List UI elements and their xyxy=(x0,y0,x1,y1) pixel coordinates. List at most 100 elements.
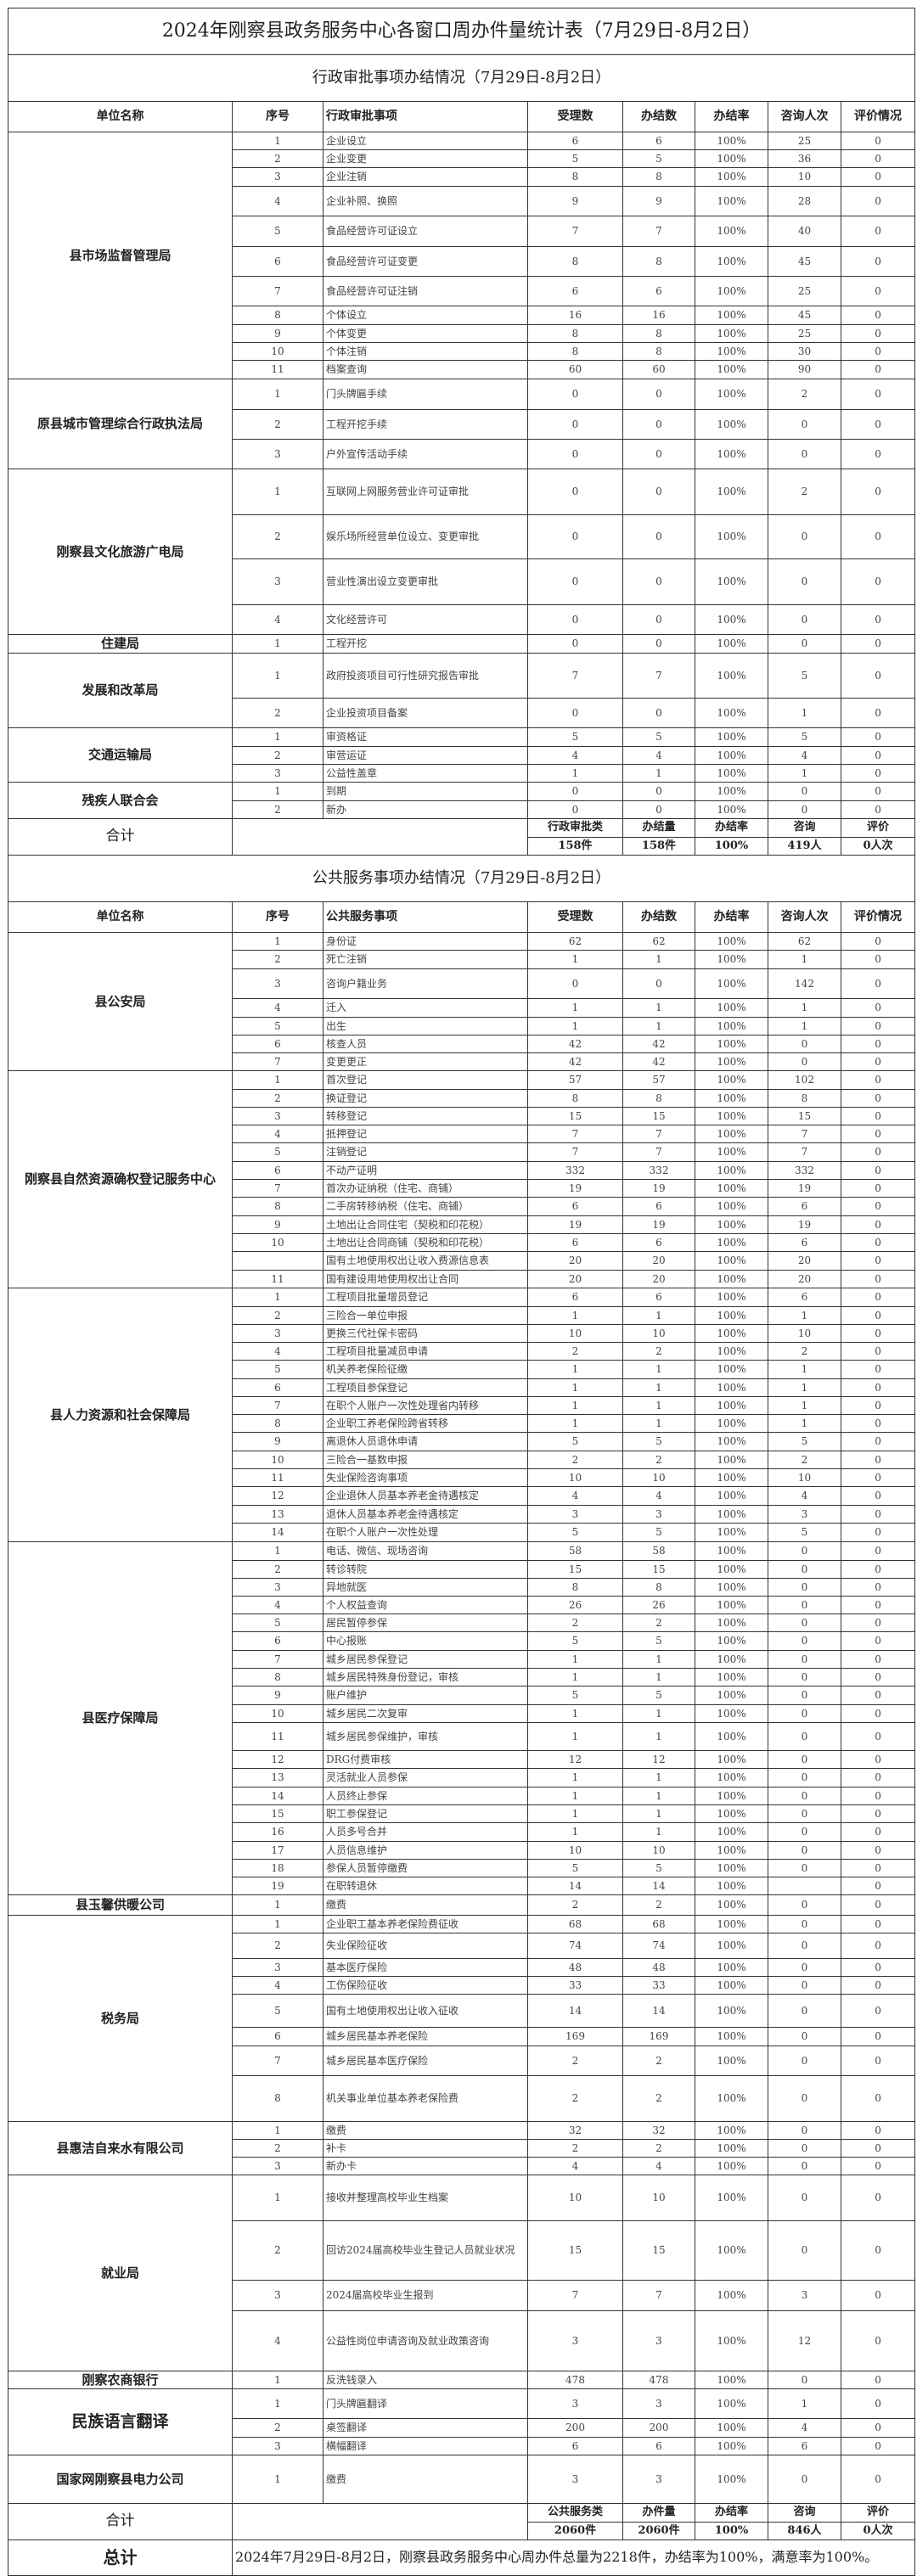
accepted-cell: 1 xyxy=(527,950,623,969)
unit-name: 交通运输局 xyxy=(8,727,233,783)
rate-cell: 100% xyxy=(695,2310,768,2371)
item-cell: 食品经营许可证注销 xyxy=(323,276,528,306)
seq-cell: 3 xyxy=(232,167,323,187)
evaluations-cell: 0 xyxy=(840,2121,916,2140)
seq-cell: 5 xyxy=(232,1994,323,2028)
rate-cell: 100% xyxy=(695,2075,768,2122)
evaluations-cell: 0 xyxy=(840,1342,916,1361)
table-row: 19 在职转退休 14 14 100% 0 xyxy=(8,1877,916,1895)
rate-cell: 100% xyxy=(695,1414,768,1433)
consultations-cell: 0 xyxy=(768,1859,841,1877)
accepted-cell: 7 xyxy=(527,216,623,247)
completed-cell: 68 xyxy=(622,1915,695,1933)
rate-cell: 100% xyxy=(695,167,768,187)
grand-total-label: 总计 xyxy=(8,2540,233,2576)
table-row: 3 企业注销 8 8 100% 10 0 xyxy=(8,167,916,187)
item-cell: DRG付费审核 xyxy=(323,1750,528,1769)
seq-cell: 7 xyxy=(232,2046,323,2076)
total-header: 行政审批类 xyxy=(527,818,623,838)
evaluations-cell: 0 xyxy=(840,167,916,187)
evaluations-cell: 0 xyxy=(840,1233,916,1252)
evaluations-cell: 0 xyxy=(840,968,916,999)
consultations-cell: 0 xyxy=(768,782,841,801)
item-cell: 桌签翻译 xyxy=(323,2418,528,2438)
consultations-cell: 142 xyxy=(768,968,841,999)
consultations-cell: 20 xyxy=(768,1270,841,1288)
item-cell: 基本医疗保险 xyxy=(323,1958,528,1977)
unit-name: 民族语言翻译 xyxy=(8,2388,233,2455)
evaluations-cell: 0 xyxy=(840,1560,916,1579)
consultations-cell: 0 xyxy=(768,2121,841,2140)
item-cell: 首次办证纳税（住宅、商铺） xyxy=(323,1179,528,1198)
seq-cell: 2 xyxy=(232,2220,323,2281)
seq-cell: 1 xyxy=(232,469,323,515)
seq-cell: 1 xyxy=(232,1541,323,1561)
table-row: 7 在职个人账户一次性处理省内转移 1 1 100% 1 0 xyxy=(8,1396,916,1415)
item-cell: 娱乐场所经营单位设立、变更审批 xyxy=(323,514,528,559)
rate-cell: 100% xyxy=(695,1596,768,1614)
consultations-cell: 0 xyxy=(768,1841,841,1860)
seq-cell: 9 xyxy=(232,1686,323,1705)
total-value: 158件 xyxy=(622,837,695,856)
rate-cell: 100% xyxy=(695,1768,768,1787)
evaluations-cell: 0 xyxy=(840,1052,916,1071)
table-row: 2 企业变更 5 5 100% 36 0 xyxy=(8,149,916,168)
consultations-cell: 0 xyxy=(768,2157,841,2175)
rate-cell: 100% xyxy=(695,1017,768,1035)
accepted-cell: 8 xyxy=(527,1578,623,1597)
completed-cell: 5 xyxy=(622,1432,695,1451)
evaluations-cell: 0 xyxy=(840,1324,916,1343)
accepted-cell: 1 xyxy=(527,1804,623,1823)
rate-cell: 100% xyxy=(695,1994,768,2028)
table-row: 2 失业保险征收 74 74 100% 0 0 xyxy=(8,1933,916,1959)
completed-cell: 10 xyxy=(622,2175,695,2221)
evaluations-cell: 0 xyxy=(840,998,916,1018)
table-row: 2 回访2024届高校毕业生登记人员就业状况 15 15 100% 0 0 xyxy=(8,2220,916,2281)
seq-cell: 3 xyxy=(232,764,323,783)
item-cell: 企业补照、换照 xyxy=(323,186,528,216)
accepted-cell: 48 xyxy=(527,1958,623,1977)
item-cell: 国有建设用地使用权出让合同 xyxy=(323,1270,528,1288)
consultations-cell: 1 xyxy=(768,1414,841,1433)
completed-cell: 42 xyxy=(622,1052,695,1071)
item-cell: 城乡居民参保登记 xyxy=(323,1650,528,1669)
item-cell: 企业职工基本养老保险费征收 xyxy=(323,1915,528,1933)
rate-cell: 100% xyxy=(695,1958,768,1977)
accepted-cell: 1 xyxy=(527,764,623,783)
consultations-cell: 7 xyxy=(768,1142,841,1162)
completed-cell: 6 xyxy=(622,1233,695,1252)
item-cell: 机关事业单位基本养老保险费 xyxy=(323,2075,528,2122)
evaluations-cell: 0 xyxy=(840,1089,916,1108)
item-cell: 缴费 xyxy=(323,2455,528,2504)
evaluations-cell: 0 xyxy=(840,1915,916,1933)
consultations-cell: 0 xyxy=(768,1668,841,1686)
evaluations-cell: 0 xyxy=(840,324,916,343)
consultations-cell: 6 xyxy=(768,1233,841,1252)
accepted-cell: 57 xyxy=(527,1070,623,1090)
completed-cell: 0 xyxy=(622,800,695,819)
completed-cell: 3 xyxy=(622,2388,695,2419)
table-row: 14 人员终止参保 1 1 100% 0 0 xyxy=(8,1787,916,1805)
completed-cell: 0 xyxy=(622,968,695,999)
evaluations-cell: 0 xyxy=(840,1125,916,1143)
table-row: 县市场监督管理局 1 企业设立 6 6 100% 25 0 xyxy=(8,132,916,379)
rate-cell: 100% xyxy=(695,306,768,325)
item-cell: 城乡居民特殊身份登记，审核 xyxy=(323,1668,528,1686)
seq-cell: 4 xyxy=(232,1342,323,1361)
consultations-cell: 5 xyxy=(768,727,841,747)
section-subtitle: 行政审批事项办结情况（7月29日-8月2日） xyxy=(7,54,916,102)
completed-cell: 42 xyxy=(622,1035,695,1053)
item-cell: 土地出让合同住宅（契税和印花税） xyxy=(323,1215,528,1234)
completed-cell: 1 xyxy=(622,1787,695,1805)
evaluations-cell: 0 xyxy=(840,1288,916,1307)
seq-cell: 8 xyxy=(232,1414,323,1433)
consultations-cell: 0 xyxy=(768,604,841,635)
completed-cell: 7 xyxy=(622,1142,695,1162)
consultations-cell: 1 xyxy=(768,1378,841,1397)
table-row: 11 档案查询 60 60 100% 90 0 xyxy=(8,360,916,379)
seq-cell: 3 xyxy=(232,1107,323,1125)
seq-cell: 19 xyxy=(232,1877,323,1895)
title-row: 2024年刚察县政务服务中心各窗口周办件量统计表（7月29日-8月2日） xyxy=(7,8,916,55)
evaluations-cell: 0 xyxy=(840,246,916,277)
evaluations-cell: 0 xyxy=(840,1704,916,1723)
